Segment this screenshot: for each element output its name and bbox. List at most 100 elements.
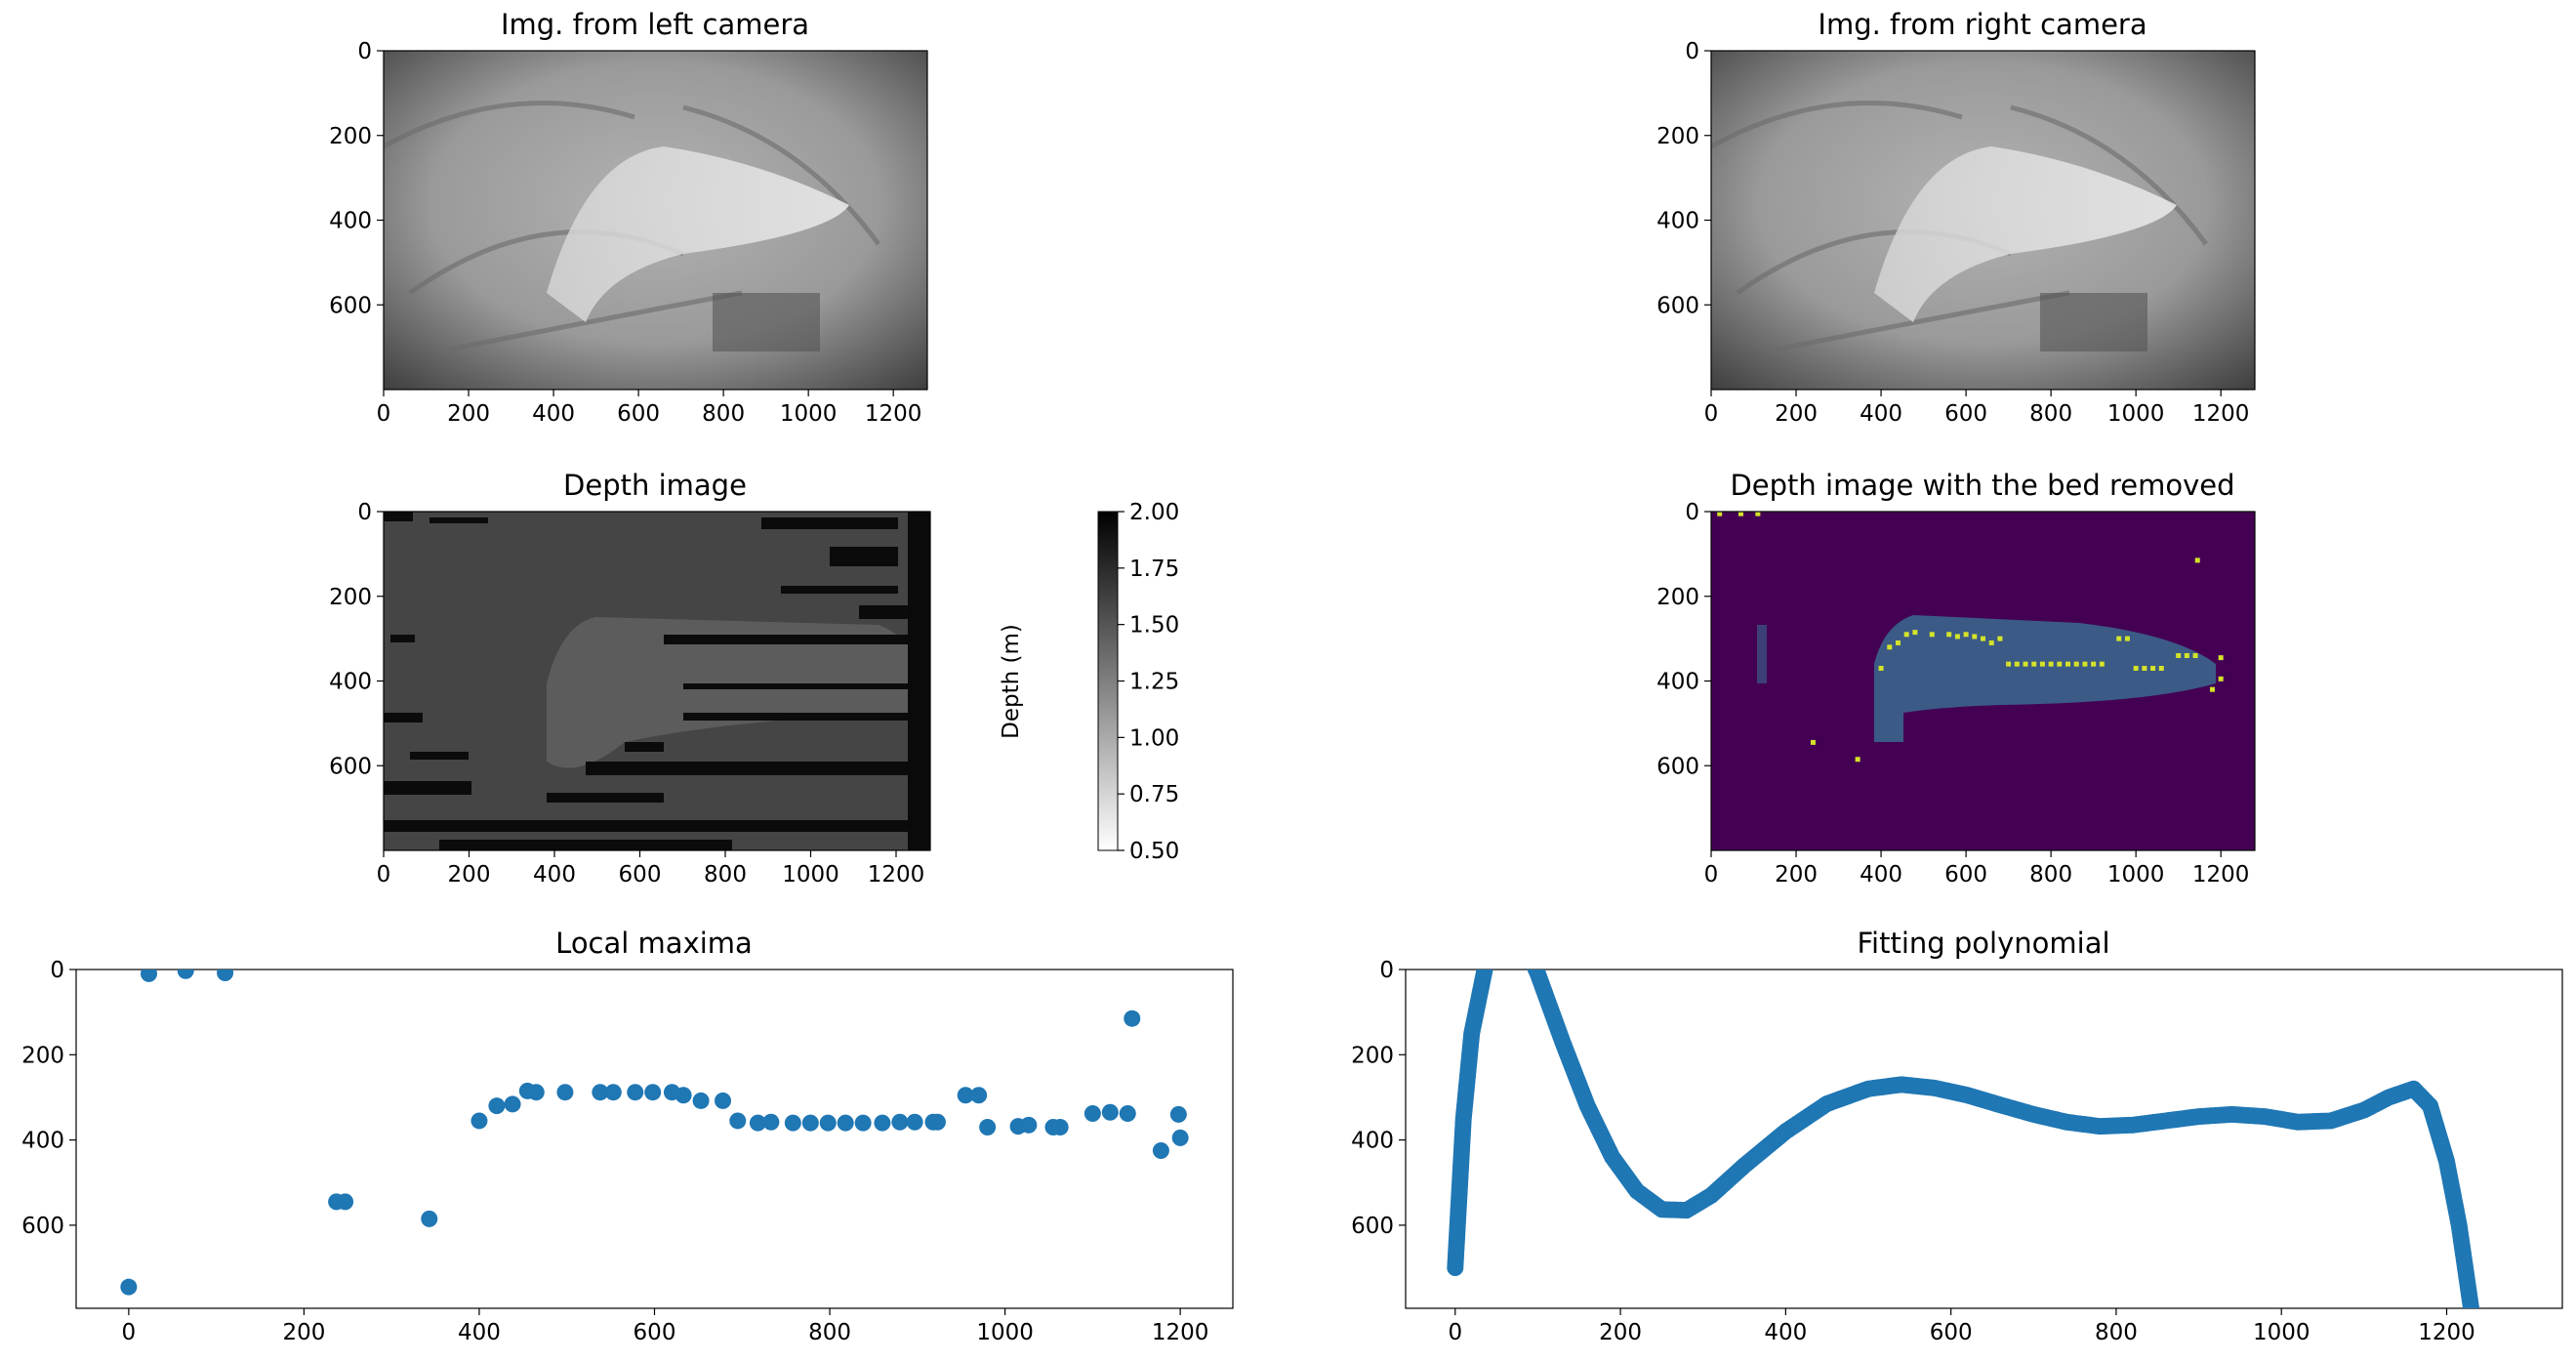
left-camera-ytick-label: 400 bbox=[329, 209, 372, 234]
colorbar-tick-label: 1.75 bbox=[1129, 557, 1179, 582]
depth-body-region bbox=[547, 617, 922, 768]
right-camera-xtick-label: 200 bbox=[1775, 401, 1818, 427]
bed-xaxis: 0 200 400 600 800 1000 1200 bbox=[1704, 850, 2249, 887]
colorbar-tick-label: 0.75 bbox=[1129, 782, 1179, 807]
right-camera-arm bbox=[1874, 146, 2177, 322]
depth-xtick-label: 200 bbox=[448, 862, 491, 887]
bed-maximum-dot bbox=[2057, 661, 2063, 667]
right-camera-ytick-label: 400 bbox=[1656, 209, 1699, 234]
depth-colorbar bbox=[1097, 511, 1119, 851]
poly-point bbox=[1486, 937, 1502, 954]
bed-maximum-dot bbox=[2218, 676, 2224, 681]
bed-maximum-dot bbox=[2023, 661, 2028, 667]
right-camera-ytick-label: 200 bbox=[1656, 124, 1699, 149]
maxima-point bbox=[715, 1092, 732, 1109]
maxima-point bbox=[1169, 1105, 1187, 1123]
poly-point bbox=[1503, 913, 1520, 929]
poly-point bbox=[1508, 918, 1525, 934]
maxima-point bbox=[627, 1084, 644, 1101]
depth-noise bbox=[384, 512, 911, 850]
bed-maximum-dot bbox=[2133, 665, 2139, 671]
maxima-point bbox=[527, 1084, 545, 1101]
right-camera-ytick-label: 600 bbox=[1656, 293, 1699, 318]
depth-xaxis: 0 200 400 600 800 1000 1200 bbox=[377, 850, 924, 887]
depth-colorbar-ticks: 2.00 1.75 1.50 1.25 1.00 0.75 0.50 bbox=[1118, 500, 1179, 864]
poly-point bbox=[1501, 915, 1518, 931]
right-camera-xtick-label: 400 bbox=[1860, 401, 1902, 427]
maxima-xtick-label: 800 bbox=[808, 1320, 851, 1345]
depth-xtick-label: 1000 bbox=[782, 862, 839, 887]
right-camera-fold bbox=[1711, 100, 2209, 354]
poly-point bbox=[1492, 928, 1509, 944]
poly-point bbox=[1479, 970, 1492, 972]
bed-maximum-dot bbox=[1912, 630, 1918, 636]
poly-ytick-label: 0 bbox=[1379, 958, 1394, 983]
bed-maximum-dot bbox=[2065, 661, 2071, 667]
colorbar-tick-label: 1.00 bbox=[1129, 725, 1179, 751]
bed-maximum-dot bbox=[1946, 632, 1952, 638]
panel-depth: Depth image 0 200 400 600 800 1000 1200 0 200 40… bbox=[329, 469, 1179, 887]
maxima-point bbox=[1152, 1142, 1169, 1160]
maxima-point bbox=[762, 1113, 780, 1131]
colorbar-tick-label: 0.50 bbox=[1129, 839, 1179, 864]
maxima-point bbox=[488, 1097, 506, 1115]
maxima-point bbox=[928, 1113, 946, 1131]
depth-ytick-label: 600 bbox=[329, 754, 372, 779]
depth-right-edge bbox=[908, 512, 930, 850]
bed-maximum-dot bbox=[1887, 644, 1893, 650]
bed-maximum-dot bbox=[2209, 686, 2215, 692]
poly-point bbox=[1491, 929, 1507, 946]
left-camera-image bbox=[384, 51, 927, 390]
maxima-xtick-label: 600 bbox=[634, 1320, 676, 1345]
maxima-point bbox=[592, 1084, 609, 1101]
poly-point bbox=[1487, 934, 1503, 951]
bed-maximum-dot bbox=[1810, 739, 1816, 745]
maxima-point bbox=[1124, 1010, 1141, 1027]
maxima-point bbox=[1020, 1116, 1038, 1134]
bed-blob-small bbox=[1757, 625, 1767, 683]
panel-fitting-polynomial: Fitting polynomial 0 200 400 600 800 1000 1200… bbox=[1351, 913, 2563, 1345]
depth-colorbar-label: Depth (m) bbox=[999, 624, 1024, 739]
poly-frame bbox=[1405, 969, 2563, 1309]
poly-point bbox=[1521, 947, 1537, 964]
left-camera-xtick-label: 1000 bbox=[780, 401, 838, 427]
panel-bed-removed: Depth image with the bed removed 0 200 400… bbox=[1656, 469, 2256, 887]
poly-yaxis: 0 200 400 600 bbox=[1351, 958, 1406, 1239]
right-camera-xtick-label: 600 bbox=[1944, 401, 1987, 427]
panel-right-camera: Img. from right camera 0 200 400 600 800 1000… bbox=[1656, 8, 2256, 427]
depth-xtick-label: 400 bbox=[533, 862, 576, 887]
depth-xtick-label: 800 bbox=[704, 862, 747, 887]
bed-maximum-dot bbox=[2176, 652, 2182, 658]
depth-ytick-label: 0 bbox=[357, 500, 372, 525]
bed-maximum-dot bbox=[2099, 661, 2105, 667]
poly-xtick-label: 600 bbox=[1930, 1320, 1973, 1345]
maxima-point bbox=[819, 1114, 837, 1132]
bed-maximum-dot bbox=[1717, 512, 1723, 516]
right-camera-image bbox=[1711, 51, 2255, 390]
maxima-point bbox=[644, 1084, 662, 1101]
maxima-point bbox=[979, 1118, 997, 1135]
poly-ytick-label: 400 bbox=[1351, 1129, 1394, 1154]
maxima-points bbox=[120, 970, 1189, 1296]
left-camera-xtick-label: 1200 bbox=[865, 401, 922, 427]
maxima-xtick-label: 1200 bbox=[1152, 1320, 1209, 1345]
bed-maximum-dot bbox=[2150, 665, 2156, 671]
left-camera-xtick-label: 0 bbox=[377, 401, 391, 427]
bed-maxima-dots bbox=[1717, 512, 2224, 763]
poly-title: Fitting polynomial bbox=[1857, 927, 2109, 960]
poly-point bbox=[1480, 944, 1496, 961]
maxima-point bbox=[692, 1092, 710, 1109]
poly-point bbox=[1519, 942, 1535, 959]
poly-point bbox=[1494, 925, 1511, 941]
maxima-point bbox=[1051, 1118, 1069, 1135]
poly-point bbox=[1524, 952, 1540, 969]
depth-yaxis: 0 200 400 600 bbox=[329, 500, 384, 779]
maxima-point bbox=[470, 1112, 488, 1130]
bed-maximum-dot bbox=[2031, 661, 2037, 667]
poly-point bbox=[1517, 936, 1533, 953]
bed-xtick-label: 400 bbox=[1860, 862, 1902, 887]
left-camera-xtick-label: 200 bbox=[447, 401, 490, 427]
maxima-point bbox=[177, 970, 194, 979]
bed-maximum-dot bbox=[2124, 636, 2130, 641]
bed-maximum-dot bbox=[2194, 557, 2200, 563]
